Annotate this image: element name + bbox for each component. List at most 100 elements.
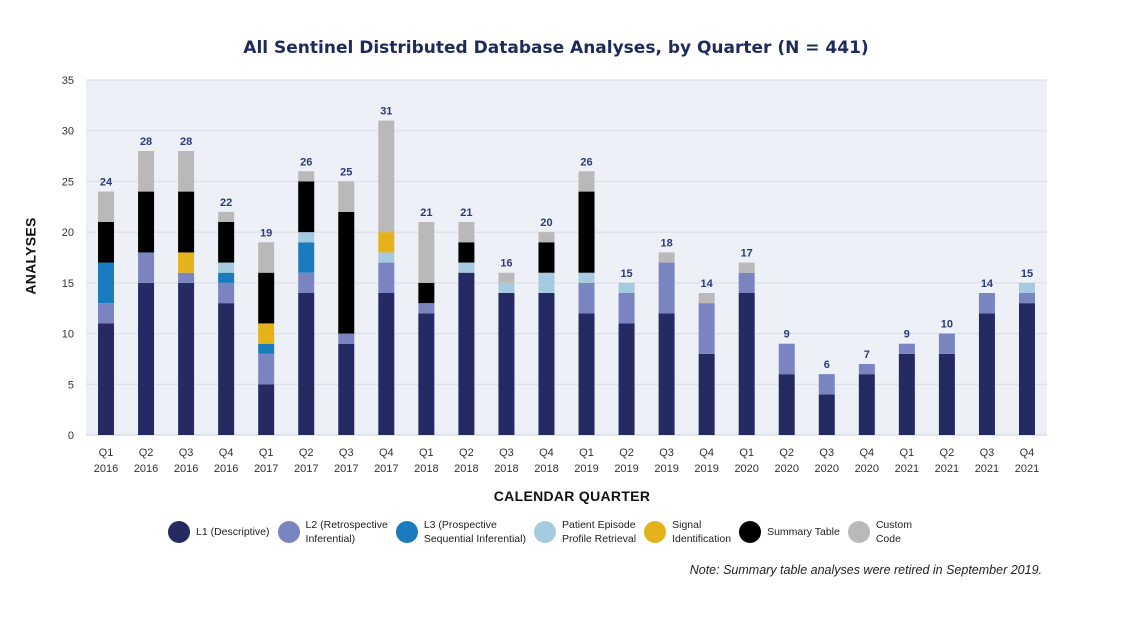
bar-segment [298, 293, 315, 435]
bar-segment [658, 313, 675, 435]
x-tick-year: 2019 [654, 463, 678, 475]
legend-label: L1 (Descriptive) [196, 526, 270, 538]
bar-segment [178, 272, 195, 283]
bar-segment [738, 293, 755, 435]
x-tick-year: 2016 [174, 463, 198, 475]
x-tick-quarter: Q3 [339, 447, 354, 459]
legend-item: L3 (Prospective Sequential Inferential) [395, 518, 526, 546]
x-tick-quarter: Q4 [219, 447, 234, 459]
total-label: 24 [100, 177, 113, 189]
x-tick-year: 2018 [534, 463, 558, 475]
bar-segment [378, 232, 395, 253]
bar-segment [178, 191, 195, 253]
bar-segment [138, 151, 155, 192]
bar-segment [978, 293, 995, 314]
x-tick-year: 2017 [294, 463, 318, 475]
x-tick-quarter: Q4 [539, 447, 554, 459]
bar-segment [818, 374, 835, 395]
bar-segment [1018, 293, 1035, 304]
bar-segment [98, 323, 115, 435]
legend-swatch [739, 521, 762, 543]
bar-segment [618, 282, 635, 293]
bar-segment [538, 232, 555, 243]
bar-segment [938, 333, 955, 354]
bar-segment [298, 181, 315, 233]
x-tick-year: 2020 [855, 463, 879, 475]
legend-item: Signal Identification [644, 518, 731, 546]
bar-segment [578, 171, 595, 192]
x-tick-quarter: Q1 [99, 447, 114, 459]
bar-segment [218, 272, 235, 283]
legend-label: Custom Code [875, 519, 913, 545]
bar-segment [218, 262, 235, 273]
bar-segment [618, 323, 635, 435]
total-label: 15 [1021, 268, 1033, 280]
x-tick-quarter: Q1 [579, 447, 594, 459]
y-tick-label: 20 [62, 227, 74, 239]
legend-label: L2 (Retrospective Inferential) [305, 519, 388, 545]
bar-segment [498, 272, 515, 283]
legend-swatch [168, 521, 190, 543]
x-tick-year: 2017 [334, 463, 358, 475]
bar-segment [898, 353, 915, 435]
x-tick-year: 2021 [1015, 463, 1039, 475]
bar-segment [218, 211, 235, 222]
bar-segment [538, 242, 555, 273]
bar-segment [338, 211, 355, 334]
bar-segment [418, 303, 435, 314]
bar-segment [418, 282, 435, 304]
bar-segment [938, 353, 955, 435]
bar-segment [178, 282, 195, 435]
bar-segment [698, 303, 715, 354]
bar-segment [418, 313, 435, 435]
legend-label: Summary Table [767, 526, 840, 538]
x-tick-quarter: Q2 [779, 447, 794, 459]
bar-segment [458, 222, 475, 243]
bar-segment [338, 333, 355, 344]
x-tick-quarter: Q2 [619, 447, 634, 459]
y-tick-label: 35 [62, 75, 74, 87]
bar-segment [418, 222, 435, 283]
bar-segment [98, 262, 115, 304]
bar-segment [338, 343, 355, 435]
x-tick-year: 2016 [94, 463, 118, 475]
bar-segment [458, 262, 475, 273]
x-tick-year: 2018 [494, 463, 518, 475]
x-tick-year: 2019 [614, 463, 638, 475]
bar-segment [538, 272, 555, 293]
total-label: 6 [824, 359, 830, 371]
bar-segment [978, 313, 995, 435]
plot-area [86, 80, 1047, 435]
x-tick-year: 2021 [895, 463, 919, 475]
x-tick-year: 2019 [694, 463, 718, 475]
bar-segment [498, 282, 515, 293]
bar-segment [98, 303, 115, 324]
bar-segment [1018, 282, 1035, 293]
bar-segment [778, 343, 795, 375]
legend-label: Patient Episode Profile Retrieval [561, 519, 637, 545]
bar-segment [98, 222, 115, 263]
bar-segment [658, 252, 675, 263]
y-tick-label: 30 [62, 126, 74, 138]
bar-segment [898, 343, 915, 354]
x-tick-quarter: Q3 [499, 447, 514, 459]
total-label: 14 [701, 278, 714, 290]
bar-segment [258, 353, 275, 385]
x-tick-year: 2020 [774, 463, 798, 475]
y-tick-label: 5 [68, 379, 74, 391]
bar-segment [258, 384, 275, 435]
bar-segment [738, 272, 755, 293]
bar-segment [378, 293, 395, 435]
chart-note: Note: Summary table analyses were retire… [689, 563, 1042, 577]
bar-segment [738, 262, 755, 273]
total-label: 26 [300, 156, 312, 168]
bar-segment [818, 394, 835, 435]
legend-item: Patient Episode Profile Retrieval [533, 518, 637, 546]
bar-segment [178, 151, 195, 192]
legend-item: L1 (Descriptive) [168, 521, 270, 543]
total-label: 26 [580, 156, 592, 168]
bar-segment [578, 191, 595, 273]
legend-item: Summary Table [739, 521, 840, 543]
x-tick-quarter: Q2 [459, 447, 474, 459]
bar-segment [138, 282, 155, 435]
